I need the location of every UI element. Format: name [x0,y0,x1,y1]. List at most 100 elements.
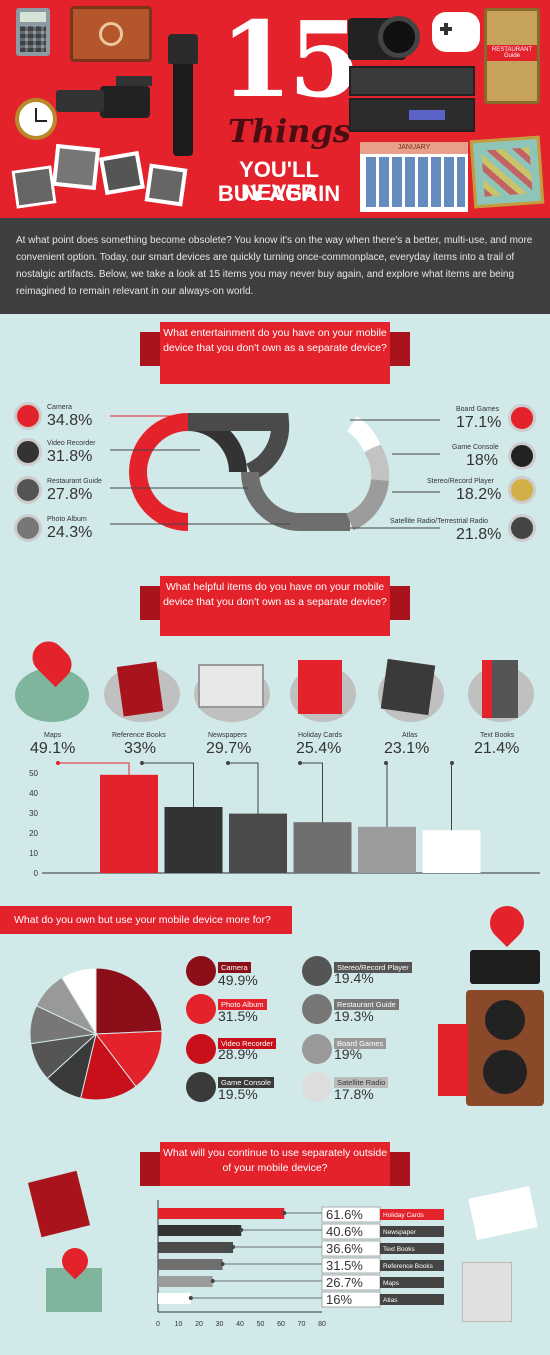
hbar-category-label: Reference Books [383,1263,434,1270]
pie-stereo-icon [302,956,332,986]
value-restaurant-guide: 27.8% [47,486,93,503]
value-newspapers: 29.7% [206,740,252,757]
value-stereo: 18.2% [456,486,502,503]
label-stereo: Stereo/Record Player [427,478,494,485]
pie-restaurant-guide-icon [302,994,332,1024]
x-tick-label: 0 [156,1321,160,1328]
bar-text-books [422,830,481,873]
atlas-shape [380,658,436,716]
label-camera: Camera [47,404,72,411]
leader-line [386,762,388,827]
x-tick-label: 80 [318,1321,326,1328]
board-games-item-icon [508,404,536,432]
restaurant-guide-icon: RESTAURANT Guide [484,8,540,104]
hbar-reference-books [158,1259,223,1270]
y-tick-label: 40 [29,789,38,798]
value-maps: 49.1% [30,740,76,757]
pie-satellite-radio-icon [302,1072,332,1102]
newspaper-shape [198,664,264,708]
section2-banner: What helpful items do you have on your m… [140,576,410,636]
pie-slice-photo-album [95,1030,163,1088]
pie-label-stereo: Stereo/Record Player [334,962,412,973]
x-tick-label: 70 [298,1321,306,1328]
calendar-month: JANUARY [360,142,468,154]
hbar-value-label: 36.6% [326,1241,363,1256]
x-tick-label: 60 [277,1321,285,1328]
label-video-recorder: Video Recorder [47,440,96,447]
pie-value-game-console: 19.5% [218,1086,258,1102]
y-tick-label: 50 [29,769,38,778]
hbar-category-box [380,1209,444,1220]
stereo-icon [349,66,475,132]
hbar-dot [282,1211,287,1215]
photo-album-item-icon [14,514,42,542]
hbar-category-label: Atlas [383,1297,398,1304]
reference-books-shape [116,661,164,717]
holiday-card-shape [298,660,342,714]
pie-game-console-icon [186,1072,216,1102]
label-newspapers: Newspapers [208,732,247,739]
board-game-icon [469,135,545,209]
entertainment-wave-chart [110,413,440,531]
leader-dot [226,761,230,765]
planner-icon [70,6,152,62]
newspaper-illustration [462,1262,512,1322]
pie-label-restaurant-guide: Restaurant Guide [334,999,399,1010]
section4-title: What will you continue to use separately… [162,1147,388,1174]
leader-dot [298,761,302,765]
x-tick-label: 10 [175,1321,183,1328]
leader-line [58,762,130,775]
leader-line [451,762,452,831]
value-photo-album: 24.3% [47,524,93,541]
leader-line [300,762,323,823]
camera-item-icon [14,402,42,430]
pie-label-board-games: Board Games [334,1038,387,1049]
hbar-value-label: 61.6% [326,1207,363,1222]
hbar-category-box [380,1277,444,1288]
header-things: Things [228,112,351,150]
leader-line [142,762,194,807]
pie-video-recorder-icon [186,1034,216,1064]
stereo-item-icon [508,476,536,504]
video-camera-illustration [470,950,540,984]
hbar-dot [210,1279,215,1283]
pie-camera-icon [186,956,216,986]
pie-slice-video-recorder [80,1032,137,1101]
continue-separately-bar-chart: 0 10 20 30 40 50 60 70 80 61.6% Holiday Cards 40.6%… [156,1200,444,1328]
y-tick-label: 10 [29,849,38,858]
hbar-category-label: Holiday Cards [383,1212,425,1219]
pie-photo-album-icon [186,994,216,1024]
hbar-dot [231,1245,236,1249]
location-pin-icon [482,898,532,948]
leader-dot [384,761,388,765]
x-tick-label: 40 [236,1321,244,1328]
section3-title-box: What do you own but use your mobile devi… [0,906,292,934]
pie-label-video-recorder: Video Recorder [218,1038,276,1049]
y-tick-label: 20 [29,829,38,838]
hbar-category-label: Newspaper [383,1229,417,1236]
alarm-clock-icon [15,98,57,140]
hbar-dot [220,1262,225,1266]
pie-slice-satellite-radio [61,967,97,1036]
section3-title: What do you own but use your mobile devi… [14,914,271,926]
pie-value-stereo: 19.4% [334,970,374,986]
value-holiday-cards: 25.4% [296,740,342,757]
value-atlas: 23.1% [384,740,430,757]
bar-atlas [358,826,416,873]
guide-label: RESTAURANT Guide [487,45,537,61]
hbar-value-label: 40.6% [326,1224,363,1239]
hbar-category-label: Text Books [383,1246,416,1253]
pie-label-photo-album: Photo Album [218,999,267,1010]
red-book-illustration [27,1170,91,1238]
camera-icon [348,10,420,60]
pie-value-video-recorder: 28.9% [218,1046,258,1062]
flashlight-icon [168,34,198,158]
label-photo-album: Photo Album [47,516,87,523]
label-board-games: Board Games [456,406,500,413]
pie-value-camera: 49.9% [218,972,258,988]
hbar-category-label: Maps [383,1280,400,1287]
pie-label-satellite-radio: Satellite Radio [334,1077,389,1088]
photos-icon [11,140,188,210]
leader-dot [56,761,60,765]
value-text-books: 21.4% [474,740,520,757]
